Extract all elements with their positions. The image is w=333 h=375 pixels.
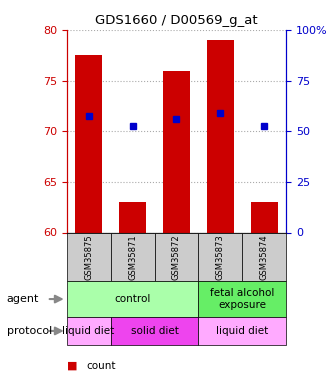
Bar	[155, 232, 198, 281]
Text: protocol: protocol	[7, 326, 52, 336]
Bar	[163, 70, 190, 232]
Text: agent: agent	[7, 294, 39, 304]
Bar	[111, 317, 198, 345]
Bar	[75, 56, 102, 232]
Bar	[251, 202, 278, 232]
Bar	[242, 232, 286, 281]
Text: GSM35872: GSM35872	[172, 234, 181, 280]
Bar	[67, 317, 111, 345]
Bar	[198, 317, 286, 345]
Bar	[67, 232, 111, 281]
Text: solid diet: solid diet	[131, 326, 178, 336]
Title: GDS1660 / D00569_g_at: GDS1660 / D00569_g_at	[95, 15, 258, 27]
Bar	[198, 281, 286, 317]
Text: GSM35874: GSM35874	[260, 234, 269, 280]
Text: GSM35871: GSM35871	[128, 234, 137, 280]
Bar	[207, 40, 234, 232]
Text: count: count	[87, 361, 116, 370]
Bar	[198, 232, 242, 281]
Bar	[67, 281, 198, 317]
Text: GSM35875: GSM35875	[84, 234, 93, 280]
Bar	[111, 232, 155, 281]
Text: GSM35873: GSM35873	[216, 234, 225, 280]
Text: fetal alcohol
exposure: fetal alcohol exposure	[210, 288, 275, 310]
Text: liquid diet: liquid diet	[63, 326, 115, 336]
Text: ■: ■	[67, 361, 77, 370]
Bar	[119, 202, 146, 232]
Text: control: control	[114, 294, 151, 304]
Text: liquid diet: liquid diet	[216, 326, 268, 336]
